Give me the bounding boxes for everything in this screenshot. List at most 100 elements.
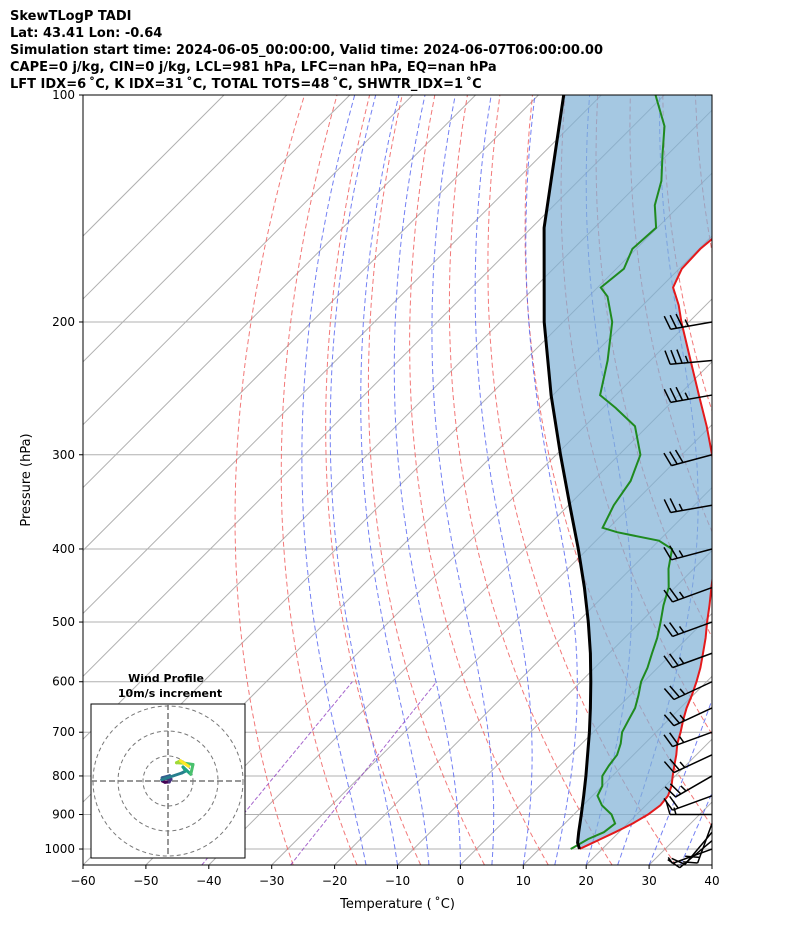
inset-subtitle: 10m/s increment: [118, 687, 222, 700]
time-line: Simulation start time: 2024-06-05_00:00:…: [10, 43, 603, 58]
isotherm-line: [83, 95, 602, 615]
barb-half-flag: [678, 503, 684, 511]
y-tick-label: 200: [52, 315, 75, 329]
cape-cin-fill: [544, 95, 712, 849]
y-tick-label: 700: [52, 725, 75, 739]
barb-flag: [663, 499, 672, 513]
dry-adiabat: [728, 95, 794, 865]
barb-flag: [663, 655, 674, 669]
barb-flag: [663, 452, 673, 467]
barb-flag: [676, 349, 683, 364]
barb-staff: [673, 707, 713, 727]
wind-barb: [663, 731, 713, 748]
barb-flag: [669, 758, 680, 771]
hodograph-inset: Wind Profile 10m/s increment: [90, 672, 246, 859]
barb-flag: [669, 622, 679, 635]
hodograph-segment: [160, 771, 184, 782]
isotherm-line: [271, 423, 712, 865]
isotherm-line: [83, 95, 665, 678]
barb-half-flag: [679, 714, 686, 722]
hodograph-segment: [181, 765, 193, 776]
barb-staff: [672, 652, 713, 669]
dry-adiabat: [367, 95, 485, 865]
barb-flag: [663, 797, 674, 811]
wind-barb: [664, 349, 713, 365]
y-tick-label: 300: [52, 448, 75, 462]
wind-barb: [663, 754, 713, 774]
isotherm-line: [83, 95, 539, 552]
x-tick-label: 30: [641, 874, 656, 888]
moist-adiabat: [711, 863, 712, 865]
barb-flag: [663, 714, 675, 727]
barb-flag: [669, 314, 678, 329]
x-tick-label: −10: [385, 874, 410, 888]
wind-barb: [663, 621, 713, 638]
x-axis-label: Temperature ( ˚C): [339, 896, 455, 912]
barb-flag: [669, 783, 682, 795]
moist-adiabat: [680, 791, 712, 865]
barb-flag: [663, 734, 674, 748]
y-tick-label: 400: [52, 542, 75, 556]
station-title: SkewTLogP TADI: [10, 9, 132, 24]
mixing-ratio-line: [290, 681, 437, 865]
barb-staff: [672, 795, 713, 811]
dry-adiabat: [448, 95, 613, 865]
barb-flag: [674, 449, 684, 463]
wind-barb: [663, 681, 713, 701]
isotherm-line: [397, 549, 712, 865]
barb-flag: [667, 858, 681, 869]
isotherm-line: [83, 95, 476, 489]
wind-barb: [663, 652, 713, 669]
moist-adiabat: [360, 95, 430, 865]
wind-barb: [665, 800, 712, 816]
x-tick-label: −20: [322, 874, 347, 888]
barb-staff: [670, 359, 713, 365]
barb-flag: [669, 498, 678, 512]
barb-half-flag: [678, 550, 684, 558]
barb-flag: [664, 786, 677, 798]
isotherm-line: [334, 486, 712, 865]
wind-barb: [663, 498, 713, 514]
data-layer: [542, 95, 712, 850]
dry-adiabat: [325, 95, 422, 865]
wind-barb: [664, 775, 713, 798]
barb-flag: [663, 546, 673, 561]
wind-barbs: [663, 313, 713, 869]
barb-flag: [669, 732, 679, 745]
barb-flag: [669, 587, 679, 601]
barb-staff: [670, 394, 713, 404]
y-tick-label: 600: [52, 675, 75, 689]
y-tick-label: 100: [52, 88, 75, 102]
moist-adiabat: [329, 95, 398, 865]
barb-half-flag: [678, 736, 685, 743]
barb-flag: [669, 451, 678, 465]
dry-adiabat: [234, 95, 305, 865]
x-tick-label: −30: [259, 874, 284, 888]
wind-barb: [663, 545, 713, 561]
x-tick-label: −40: [196, 874, 221, 888]
y-tick-label: 1000: [44, 842, 75, 856]
x-tick-label: 20: [579, 874, 594, 888]
barb-flag: [670, 349, 677, 364]
moist-adiabat: [525, 95, 578, 865]
x-tick-label: 10: [516, 874, 531, 888]
barb-flag: [685, 855, 700, 859]
moist-adiabat: [744, 95, 794, 865]
inset-title: Wind Profile: [128, 672, 204, 685]
barb-flag: [663, 761, 675, 774]
barb-staff: [672, 731, 713, 748]
dry-adiabat: [662, 95, 712, 413]
cape-line: CAPE=0 j/kg, CIN=0 j/kg, LCL=981 hPa, LF…: [10, 60, 497, 75]
barb-flag: [663, 388, 672, 403]
isotherm-line: [775, 95, 794, 865]
wind-barb: [663, 707, 713, 727]
barb-half-flag: [680, 785, 687, 792]
parcel-line: [542, 95, 593, 850]
barb-staff: [696, 823, 713, 864]
y-axis-label: Pressure (hPa): [19, 433, 34, 526]
x-tick-label: 40: [704, 874, 719, 888]
isotherm-line: [83, 95, 351, 363]
barb-flag: [669, 387, 678, 402]
barb-half-flag: [679, 688, 686, 695]
